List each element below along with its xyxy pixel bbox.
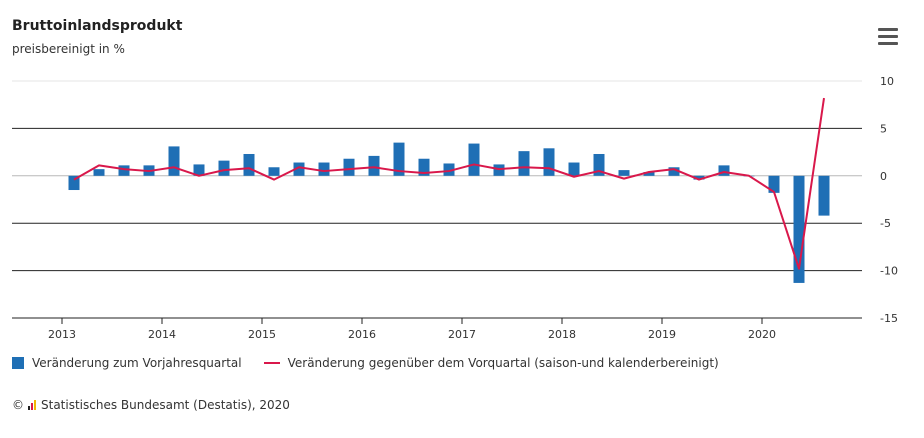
bar xyxy=(343,158,355,176)
bar xyxy=(768,175,780,193)
x-tick-label: 2013 xyxy=(48,328,76,340)
menu-line xyxy=(878,28,898,31)
bar xyxy=(118,165,130,176)
bar xyxy=(468,143,480,176)
legend-item-line[interactable]: Veränderung gegenüber dem Vorquartal (sa… xyxy=(263,356,719,370)
bar xyxy=(293,162,305,176)
bar xyxy=(218,160,230,176)
y-tick-label: -15 xyxy=(880,312,898,325)
credits[interactable]: © Statistisches Bundesamt (Destatis), 20… xyxy=(12,398,290,412)
bar xyxy=(543,148,555,176)
bar xyxy=(643,172,655,176)
legend-bar-label: Veränderung zum Vorjahresquartal xyxy=(32,356,242,370)
bar xyxy=(518,151,530,176)
legend-line-swatch xyxy=(263,362,280,364)
x-axis: 2013 2014 2015 2016 2017 2018 2019 2020 xyxy=(12,317,862,340)
chart-subtitle: preisbereinigt in % xyxy=(12,42,125,56)
bar xyxy=(818,175,830,216)
bar xyxy=(718,165,730,176)
bar xyxy=(193,164,205,176)
bar xyxy=(393,142,405,176)
copyright-symbol: © xyxy=(12,398,24,412)
bar xyxy=(93,169,105,176)
bar xyxy=(268,167,280,176)
x-tick-label: 2015 xyxy=(248,328,276,340)
x-tick-label: 2019 xyxy=(648,328,676,340)
y-axis: 10 5 0 -5 -10 -15 xyxy=(880,75,898,325)
x-tick-label: 2014 xyxy=(148,328,176,340)
bar xyxy=(568,162,580,176)
bar xyxy=(618,170,630,176)
y-tick-label: 5 xyxy=(880,122,887,135)
bar xyxy=(443,163,455,176)
grid-lines xyxy=(12,80,862,272)
menu-line xyxy=(878,42,898,45)
hamburger-menu-icon[interactable] xyxy=(874,24,902,46)
bar xyxy=(593,153,605,176)
x-tick-label: 2020 xyxy=(748,328,776,340)
bar xyxy=(693,175,705,180)
y-tick-label: -5 xyxy=(880,217,891,230)
credits-text: Statistisches Bundesamt (Destatis), 2020 xyxy=(41,398,290,412)
line-path xyxy=(73,97,825,270)
legend-line-label: Veränderung gegenüber dem Vorquartal (sa… xyxy=(287,356,719,370)
bar xyxy=(243,153,255,176)
legend-item-bar[interactable]: Veränderung zum Vorjahresquartal xyxy=(12,356,242,370)
legend: Veränderung zum Vorjahresquartal Verände… xyxy=(12,356,741,370)
menu-line xyxy=(878,35,898,38)
x-tick-label: 2018 xyxy=(548,328,576,340)
x-tick-label: 2016 xyxy=(348,328,376,340)
bar xyxy=(668,167,680,176)
bar xyxy=(793,175,805,283)
chart-title: Bruttoinlandsprodukt xyxy=(12,18,183,34)
bar xyxy=(168,146,180,176)
y-tick-label: 10 xyxy=(880,75,894,88)
bar xyxy=(68,175,80,191)
x-tick-label: 2017 xyxy=(448,328,476,340)
gdp-chart: 2013 2014 2015 2016 2017 2018 2019 2020 10 5 0 -5 -… xyxy=(12,75,898,340)
legend-bar-swatch xyxy=(12,357,24,369)
line-series xyxy=(73,97,825,270)
bar-series xyxy=(68,142,830,283)
bar xyxy=(318,162,330,176)
y-tick-label: 0 xyxy=(880,170,887,183)
bar xyxy=(368,155,380,176)
destatis-logo-icon xyxy=(28,400,37,410)
y-tick-label: -10 xyxy=(880,265,898,278)
bar xyxy=(418,158,430,176)
